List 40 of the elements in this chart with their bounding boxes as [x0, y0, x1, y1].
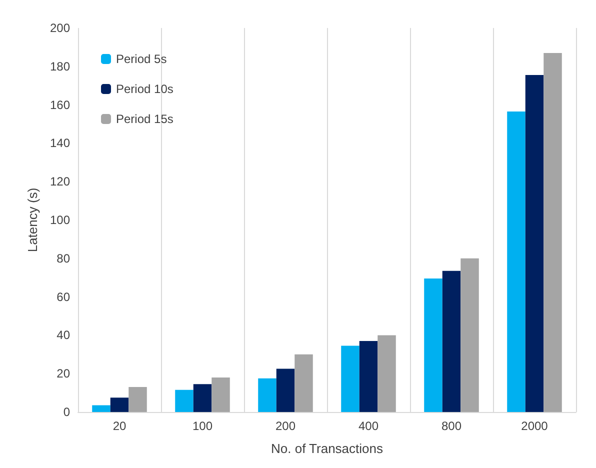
y-tick-label: 80	[56, 251, 70, 266]
x-tick-label: 800	[441, 419, 462, 433]
x-tick-label: 100	[192, 419, 213, 433]
y-tick-label: 20	[56, 366, 70, 381]
bar	[525, 75, 544, 412]
x-tick-label: 2000	[521, 419, 548, 433]
y-tick-label: 40	[56, 328, 70, 342]
y-tick-label: 120	[50, 174, 70, 189]
bar	[175, 390, 194, 412]
bar	[460, 258, 479, 412]
bar	[193, 384, 212, 412]
bar	[92, 405, 110, 412]
y-tick-label: 160	[50, 98, 70, 112]
bar	[424, 278, 442, 412]
bar	[507, 112, 526, 412]
x-axis-title: No. of Transactions	[271, 441, 384, 456]
y-tick-label: 100	[50, 213, 70, 227]
bar	[110, 398, 129, 412]
x-tick-label: 400	[358, 419, 379, 433]
y-tick-label: 60	[56, 290, 70, 304]
bar	[378, 335, 396, 412]
y-axis-title: Latency (s)	[25, 188, 40, 252]
bar	[294, 354, 313, 412]
bar	[442, 270, 461, 412]
y-tick-label: 0	[63, 405, 70, 419]
bar	[128, 387, 147, 412]
y-tick-label: 200	[50, 21, 70, 35]
legend-label: Period 15s	[116, 112, 174, 126]
bar	[258, 378, 276, 412]
x-tick-label: 200	[275, 419, 296, 433]
legend-label: Period 5s	[116, 52, 167, 66]
y-tick-label: 140	[50, 136, 70, 150]
bar	[359, 340, 378, 412]
bar	[544, 52, 562, 412]
bar	[276, 368, 295, 412]
legend-label: Period 10s	[116, 82, 174, 96]
bar	[341, 346, 360, 412]
y-tick-label: 180	[50, 59, 70, 74]
bar	[212, 377, 230, 412]
x-tick-label: 20	[112, 419, 126, 433]
